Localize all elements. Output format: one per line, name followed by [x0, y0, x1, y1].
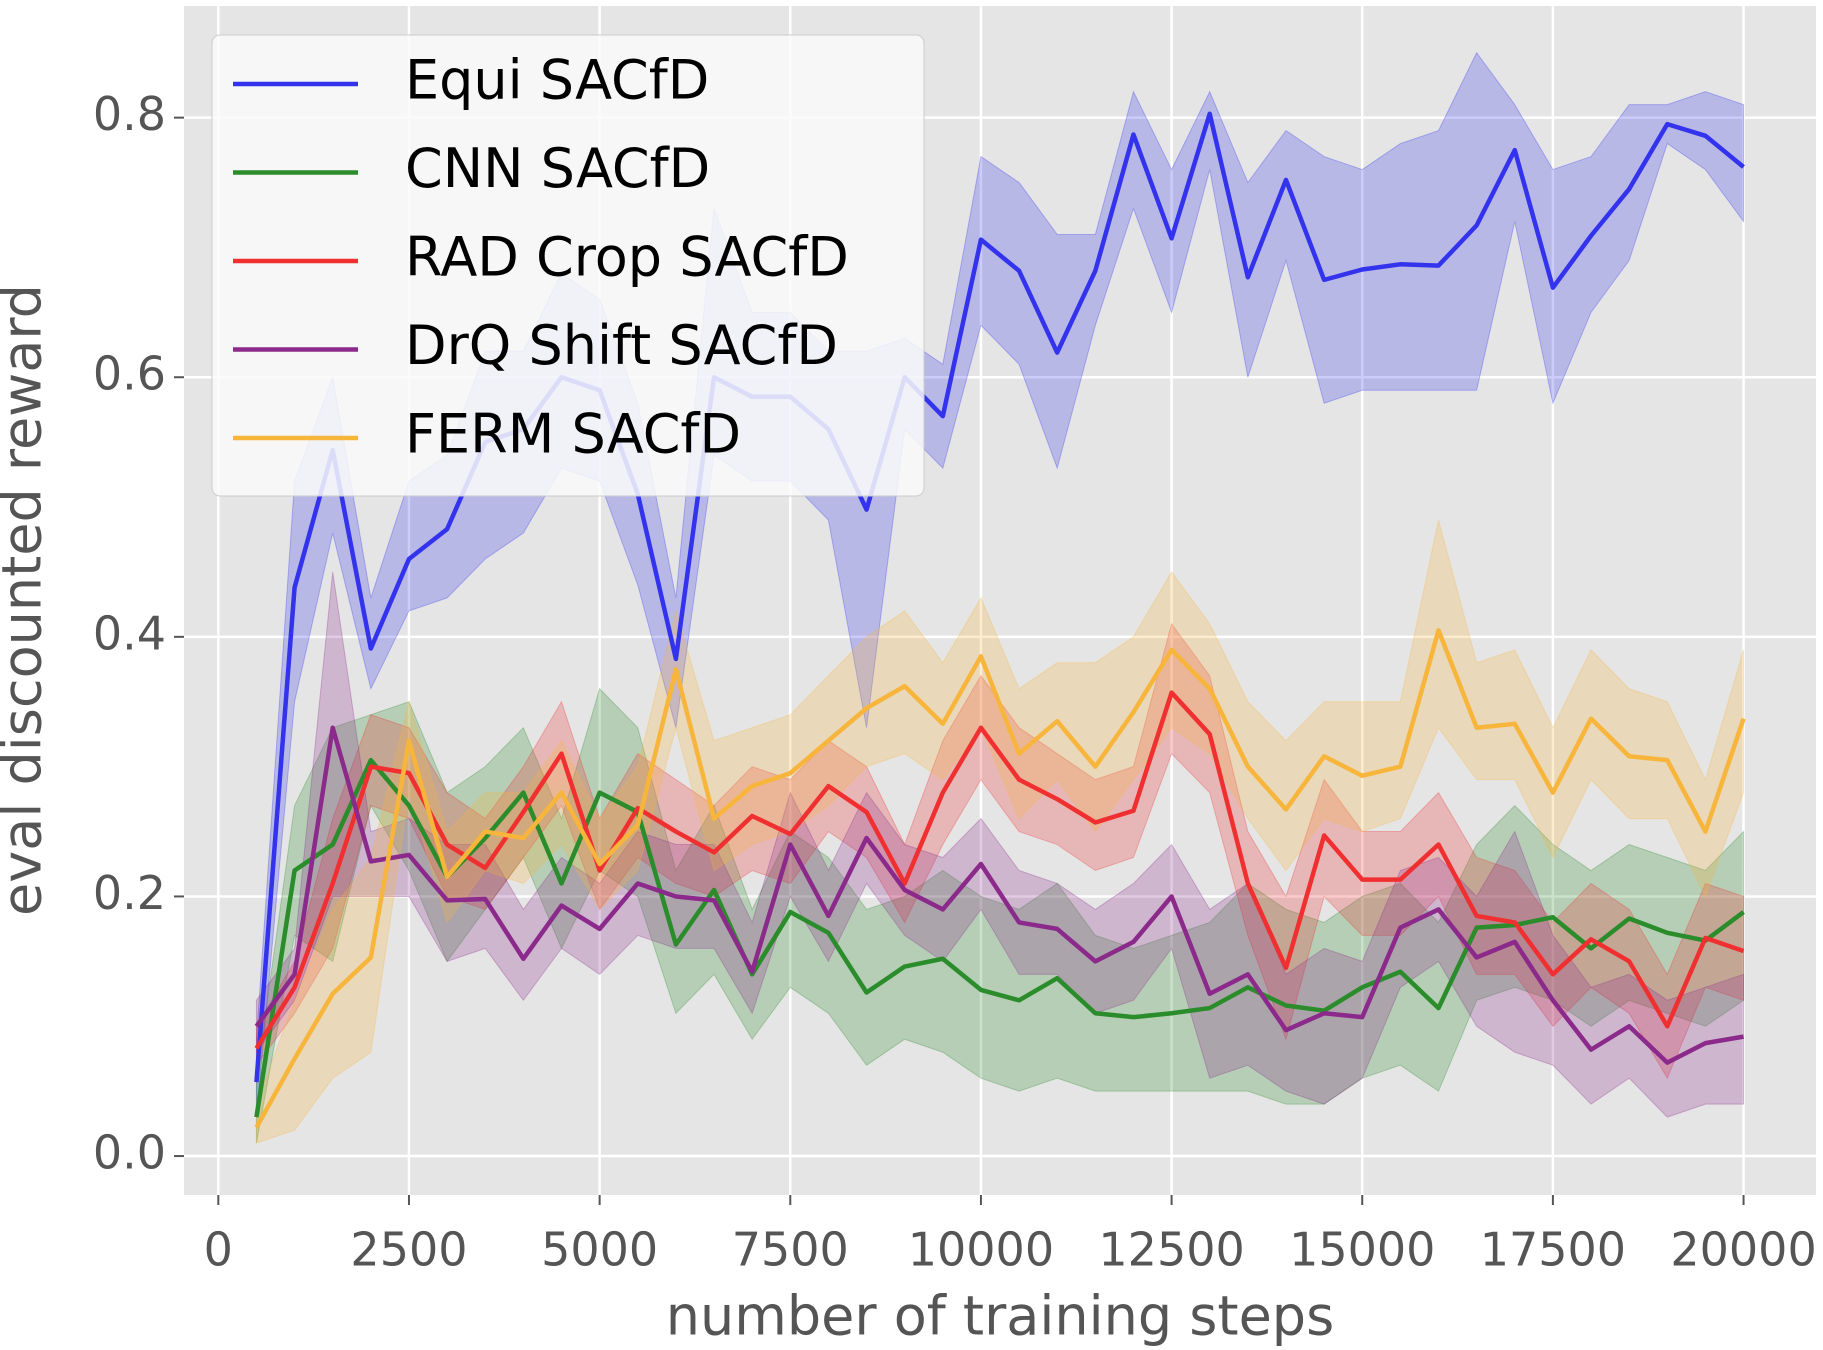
x-tick-label: 2500 [350, 1223, 467, 1277]
x-tick-label: 12500 [1098, 1223, 1244, 1277]
y-tick-label: 0.4 [93, 606, 166, 660]
legend: Equi SACfD CNN SACfD RAD Crop SACfD DrQ Shi… [211, 34, 925, 497]
x-tick-label: 0 [204, 1223, 233, 1277]
legend-label: FERM SACfD [405, 403, 741, 466]
x-tick-label: 10000 [908, 1223, 1054, 1277]
y-tick-label: 0.6 [93, 347, 166, 401]
confidence-band [255, 571, 1745, 1118]
series-line [254, 757, 1745, 1118]
y-tick-label: 0.0 [93, 1126, 166, 1180]
y-tick-label: 0.8 [93, 87, 166, 141]
legend-label: RAD Crop SACfD [405, 226, 849, 289]
confidence-band [255, 519, 1745, 1144]
series-line [254, 690, 1745, 1050]
axes: 0 2500 5000 7500 10000 12500 15000 17500 20000 0.… [93, 87, 1817, 1276]
x-tick-label: 7500 [732, 1223, 849, 1277]
legend-label: Equi SACfD [405, 49, 709, 112]
bands [255, 51, 1745, 1144]
confidence-band [255, 687, 1745, 1144]
legend-box [211, 34, 925, 497]
x-tick-label: 17500 [1480, 1223, 1626, 1277]
confidence-band [255, 622, 1745, 1080]
legend-label: DrQ Shift SACfD [405, 314, 838, 377]
x-tick-label: 15000 [1289, 1223, 1435, 1277]
y-axis-label: eval discounted reward [0, 284, 54, 916]
series-line [254, 628, 1746, 1129]
series-line [254, 725, 1744, 1065]
y-tick-label: 0.2 [93, 866, 166, 920]
x-tick-label: 20000 [1670, 1223, 1816, 1277]
legend-label: CNN SACfD [405, 137, 710, 200]
x-tick-label: 5000 [541, 1223, 658, 1277]
x-axis-label: number of training steps [666, 1285, 1334, 1348]
lines [254, 111, 1746, 1129]
